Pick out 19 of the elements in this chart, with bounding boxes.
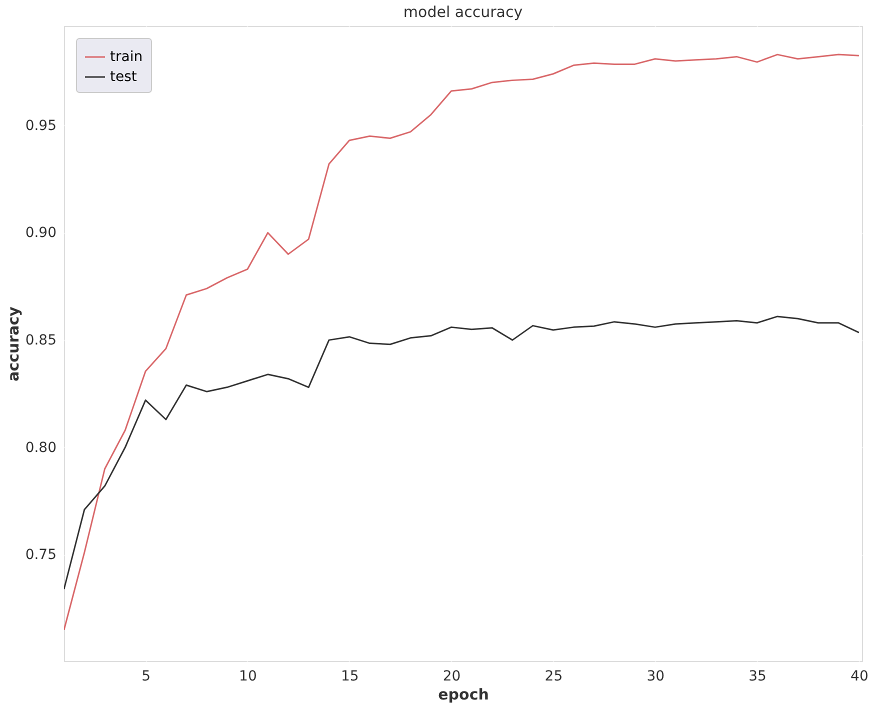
x-tick-label: 15	[340, 668, 359, 684]
x-tick-label: 40	[850, 668, 868, 684]
y-tick-label: 0.90	[25, 225, 56, 242]
x-tick-label: 35	[748, 668, 766, 684]
y-tick-label: 0.75	[25, 547, 56, 564]
x-tick-label: 10	[239, 668, 257, 684]
x-tick-label: 30	[646, 668, 665, 684]
y-tick-label: 0.80	[25, 440, 56, 456]
x-tick-label: 20	[442, 668, 461, 684]
y-tick-label: 0.95	[25, 118, 56, 134]
y-axis-title: accuracy	[4, 306, 22, 382]
chart-title: model accuracy	[403, 3, 523, 21]
x-tick-label: 25	[544, 668, 563, 684]
line-series	[64, 316, 860, 590]
legend-label: test	[110, 69, 138, 85]
legend-label: train	[110, 49, 143, 65]
x-tick-label: 5	[142, 668, 150, 684]
y-tick-label: 0.85	[25, 332, 56, 349]
x-axis-title: epoch	[438, 686, 489, 704]
